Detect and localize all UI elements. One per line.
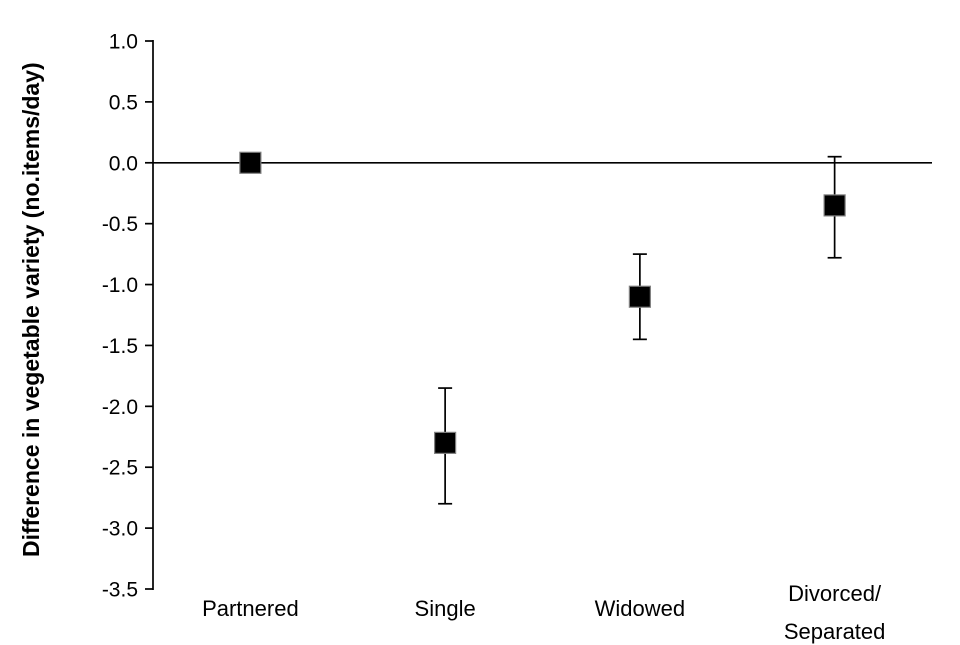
y-tick-label: 0.0 [109,152,138,175]
y-tick-label: 1.0 [109,31,138,54]
data-point [434,431,457,454]
data-point [628,285,651,308]
y-tick-label: -2.5 [102,457,138,480]
y-tick-label: -0.5 [102,213,138,236]
y-tick-label: -1.5 [102,335,138,358]
x-category-label: Partnered [202,596,299,621]
x-category-label: Single [415,596,476,621]
x-category-label: Widowed [595,596,685,621]
y-tick-label: 0.5 [109,91,138,114]
y-tick-label: -2.0 [102,396,138,419]
x-category-label: Separated [784,619,886,644]
x-category-label: Divorced/ [788,581,882,606]
y-tick-label: -3.0 [102,518,138,541]
y-tick-label: -3.5 [102,579,138,602]
data-point [239,151,262,174]
data-point [823,194,846,217]
y-tick-label: -1.0 [102,274,138,297]
